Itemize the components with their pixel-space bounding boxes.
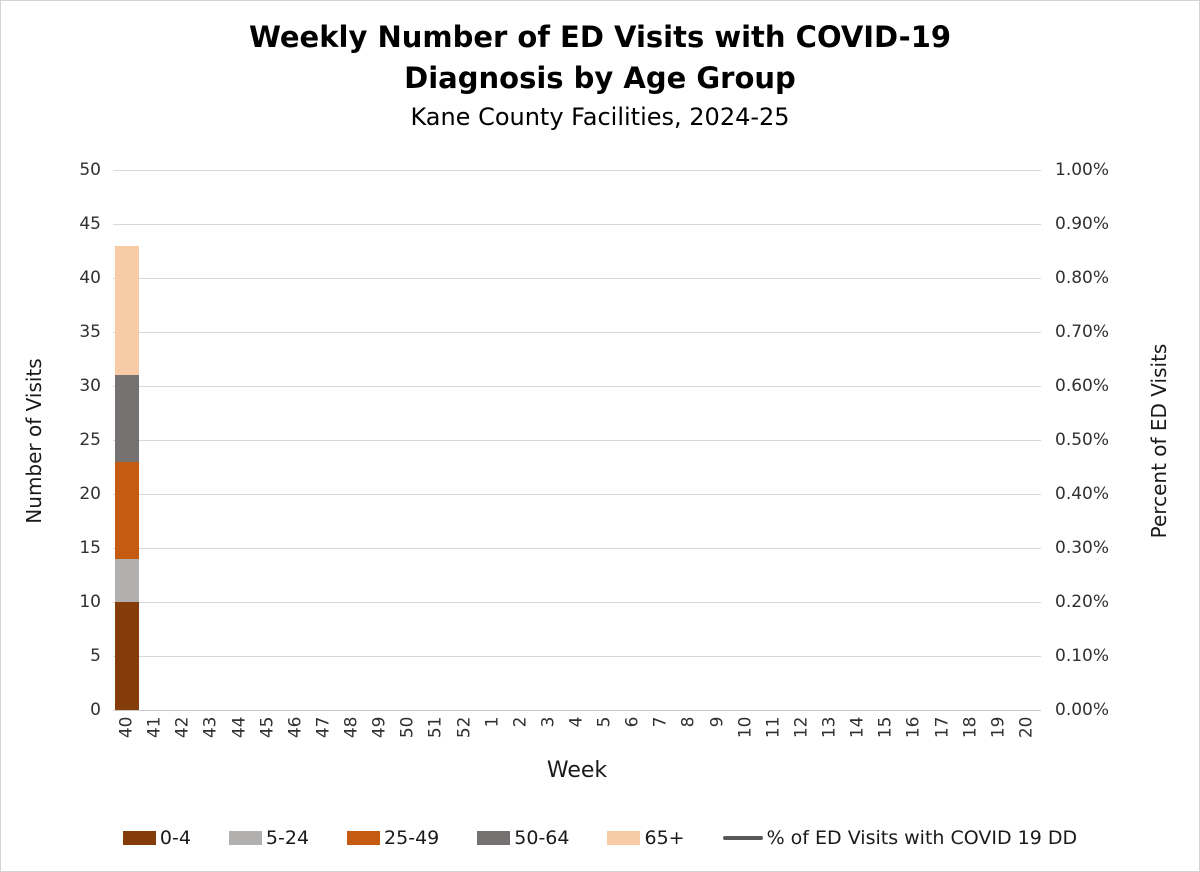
legend-swatch-icon bbox=[477, 831, 511, 845]
gridline bbox=[113, 656, 1041, 657]
legend-item-percent-line: % of ED Visits with COVID 19 DD bbox=[722, 827, 1078, 849]
gridline bbox=[113, 386, 1041, 387]
x-axis-line bbox=[113, 710, 1041, 711]
y-tick-left-label: 15 bbox=[79, 538, 101, 558]
legend-item-25-49: 25-49 bbox=[347, 827, 439, 849]
y-tick-left-label: 50 bbox=[79, 160, 101, 180]
x-tick-label: 47 bbox=[313, 716, 334, 739]
y-tick-left-label: 25 bbox=[79, 430, 101, 450]
chart-subtitle: Kane County Facilities, 2024-25 bbox=[410, 103, 790, 131]
legend-label: 50-64 bbox=[514, 827, 570, 849]
legend-swatch-icon bbox=[228, 831, 262, 845]
y-tick-right-label: 0.60% bbox=[1055, 376, 1110, 396]
bar-stack-week-40 bbox=[115, 245, 140, 710]
y-tick-right-label: 0.40% bbox=[1055, 484, 1110, 504]
x-tick-label: 3 bbox=[538, 716, 559, 728]
gridline bbox=[113, 494, 1041, 495]
y-tick-left-label: 20 bbox=[79, 484, 101, 504]
x-tick-label: 5 bbox=[594, 716, 615, 728]
bar-segment-0-4 bbox=[115, 602, 140, 710]
y-tick-right-label: 0.70% bbox=[1055, 322, 1110, 342]
x-tick-label: 46 bbox=[285, 716, 306, 739]
x-tick-label: 18 bbox=[960, 716, 981, 739]
legend-item-5-24: 5-24 bbox=[228, 827, 310, 849]
x-tick-label: 8 bbox=[678, 716, 699, 728]
x-tick-label: 45 bbox=[257, 716, 278, 739]
x-tick-label: 14 bbox=[847, 716, 868, 739]
gridline bbox=[113, 278, 1041, 279]
x-tick-label: 41 bbox=[144, 716, 165, 739]
x-tick-label: 6 bbox=[622, 716, 643, 728]
chart-title-text: Weekly Number of ED Visits with COVID-19… bbox=[248, 20, 952, 96]
y-tick-left-label: 30 bbox=[79, 376, 101, 396]
legend-item-50-64: 50-64 bbox=[477, 827, 569, 849]
x-tick-label: 42 bbox=[172, 716, 193, 739]
x-tick-label: 44 bbox=[229, 716, 250, 739]
bar-segment-50-64 bbox=[115, 375, 140, 462]
legend-label: 5-24 bbox=[265, 827, 310, 849]
legend-swatch-icon bbox=[122, 831, 156, 845]
y-tick-left-label: 45 bbox=[79, 214, 101, 234]
x-tick-label: 43 bbox=[200, 716, 221, 739]
legend-swatch-icon bbox=[607, 831, 641, 845]
bar-segment-5-24 bbox=[115, 558, 140, 602]
x-tick-label: 1 bbox=[482, 716, 503, 728]
gridline bbox=[113, 170, 1041, 171]
y-tick-right-label: 0.50% bbox=[1055, 430, 1110, 450]
gridline bbox=[113, 332, 1041, 333]
legend-label: 25-49 bbox=[384, 827, 440, 849]
y-tick-left-label: 35 bbox=[79, 322, 101, 342]
x-tick-label: 19 bbox=[988, 716, 1009, 739]
y-tick-right-label: 0.90% bbox=[1055, 214, 1110, 234]
chart-title: Weekly Number of ED Visits with COVID-19… bbox=[1, 17, 1199, 99]
gridline bbox=[113, 602, 1041, 603]
legend-item-65+: 65+ bbox=[607, 827, 685, 849]
x-tick-label: 52 bbox=[454, 716, 474, 739]
y-tick-left-label: 5 bbox=[90, 646, 101, 666]
y-tick-left-label: 40 bbox=[79, 268, 101, 288]
x-tick-label: 17 bbox=[932, 716, 953, 739]
x-tick-label: 10 bbox=[735, 716, 756, 739]
gridline bbox=[113, 224, 1041, 225]
bar-segment-65+ bbox=[115, 245, 140, 376]
x-tick-label: 9 bbox=[707, 716, 728, 728]
x-tick-label: 51 bbox=[425, 716, 446, 739]
x-tick-label: 2 bbox=[510, 716, 531, 728]
x-tick-label: 49 bbox=[369, 716, 390, 739]
y-tick-left-label: 0 bbox=[90, 700, 101, 720]
y-tick-right-label: 1.00% bbox=[1055, 160, 1110, 180]
x-tick-label: 15 bbox=[875, 716, 896, 739]
legend: 0-4 5-24 25-49 50-64 65+ % of ED Visits with … bbox=[1, 827, 1199, 849]
x-tick-label: 12 bbox=[791, 716, 812, 739]
legend-label: 65+ bbox=[644, 827, 685, 849]
legend-swatch-icon bbox=[347, 831, 381, 845]
bar-segment-25-49 bbox=[115, 461, 140, 559]
x-axis-title: Week bbox=[546, 758, 608, 783]
y-tick-right-label: 0.30% bbox=[1055, 538, 1110, 558]
x-tick-label: 13 bbox=[819, 716, 840, 739]
legend-label: 0-4 bbox=[159, 827, 191, 849]
x-tick-label: 20 bbox=[1016, 716, 1037, 739]
y-tick-right-label: 0.80% bbox=[1055, 268, 1110, 288]
y-tick-left-label: 10 bbox=[79, 592, 101, 612]
x-tick-label: 48 bbox=[341, 716, 362, 739]
legend-item-0-4: 0-4 bbox=[122, 827, 191, 849]
legend-label: % of ED Visits with COVID 19 DD bbox=[766, 827, 1078, 849]
y-tick-right-label: 0.20% bbox=[1055, 592, 1110, 612]
x-tick-label: 16 bbox=[903, 716, 924, 739]
y-tick-right-label: 0.00% bbox=[1055, 700, 1110, 720]
gridline bbox=[113, 440, 1041, 441]
x-tick-label: 40 bbox=[116, 716, 137, 739]
legend-line-swatch-icon bbox=[722, 836, 763, 840]
gridline bbox=[113, 548, 1041, 549]
y-tick-right-label: 0.10% bbox=[1055, 646, 1110, 666]
x-tick-label: 4 bbox=[566, 716, 587, 728]
x-tick-label: 11 bbox=[763, 716, 784, 739]
plot-area bbox=[113, 170, 1041, 711]
x-tick-label: 50 bbox=[397, 716, 418, 739]
x-tick-label: 7 bbox=[650, 716, 671, 728]
